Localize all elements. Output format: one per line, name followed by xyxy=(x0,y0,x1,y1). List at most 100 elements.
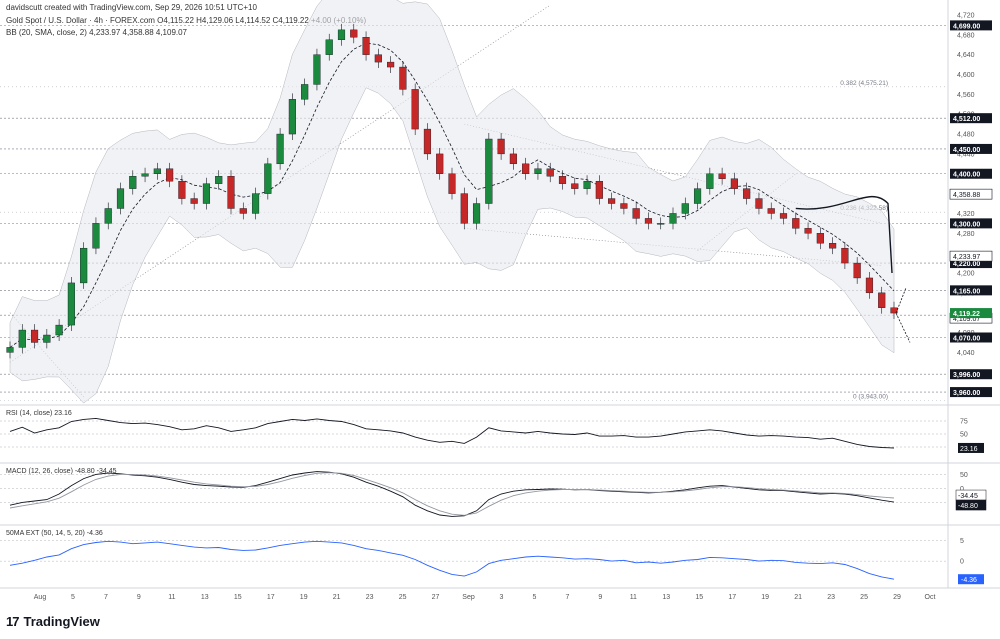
bb-value-tag: 4,358.88 xyxy=(953,192,980,199)
candle-body xyxy=(472,203,481,224)
candle-body xyxy=(337,29,346,40)
bollinger-band-fill xyxy=(9,0,895,404)
candle-body xyxy=(251,193,260,214)
candle-body xyxy=(829,243,837,249)
price-level-label-bg xyxy=(950,168,992,179)
fib-level-label: 0.382 (4,575.21) xyxy=(840,80,888,87)
candle-body xyxy=(657,223,665,225)
tradingview-mark-icon: 17 xyxy=(6,614,20,629)
projection-arrow-down xyxy=(895,312,911,343)
price-tick-label: 4,480 xyxy=(957,132,975,139)
chart-credit: davidscutt created with TradingView.com,… xyxy=(6,3,257,12)
price-tick-label: 4,600 xyxy=(957,72,975,79)
candle-body xyxy=(387,61,395,68)
tradingview-wordmark: TradingView xyxy=(23,614,100,629)
candle-body xyxy=(755,198,763,209)
x-tick-label: 3 xyxy=(500,594,504,601)
x-tick-label: 21 xyxy=(333,594,341,601)
candle-body xyxy=(436,153,444,174)
candle-body xyxy=(743,188,751,199)
price-level-label: 4,699.00 xyxy=(953,23,980,30)
x-tick-label: 17 xyxy=(267,594,275,601)
candle-body xyxy=(190,198,198,204)
price-level-label: 4,070.00 xyxy=(953,335,980,342)
price-tick-label: 4,720 xyxy=(957,12,975,19)
candle-body xyxy=(239,208,247,214)
macd-series-line xyxy=(9,471,895,517)
candle-body xyxy=(313,54,321,85)
candle-body xyxy=(522,163,530,174)
candle-body xyxy=(706,173,714,189)
projection-arrow-up xyxy=(895,287,907,314)
candle-body xyxy=(841,247,849,264)
candle-body xyxy=(779,213,788,219)
x-tick-label: 19 xyxy=(761,594,769,601)
x-tick-label: 27 xyxy=(432,594,440,601)
candle-body xyxy=(792,218,800,229)
price-level-label-bg xyxy=(950,369,992,380)
candle-body xyxy=(730,178,738,189)
fib-level-label: 0 (3,943.00) xyxy=(853,394,888,401)
candle-body xyxy=(43,334,51,343)
rsi-title: RSI (14, close) 23.16 xyxy=(6,410,72,417)
candle-body xyxy=(767,208,775,214)
candle-body xyxy=(411,89,419,130)
candle-body xyxy=(816,233,824,244)
bollinger-bands-legend: BB (20, SMA, close, 2) 4,233.97 4,358.88… xyxy=(6,28,188,37)
price-level-label: 4,220.00 xyxy=(953,261,980,268)
price-level-label-bg xyxy=(950,113,992,124)
bb-value-tag: 4,233.97 xyxy=(953,254,980,261)
candle-body xyxy=(804,228,812,234)
candle-body xyxy=(865,277,874,294)
ma-ext-tick-label: 0 xyxy=(960,559,964,566)
ma-ext-series-line xyxy=(9,540,895,580)
ma-ext-title: 50MA EXT (50, 14, 5, 20) -4.36 xyxy=(6,530,103,537)
candle-body xyxy=(178,180,186,199)
candle-body xyxy=(350,29,358,38)
candle-body xyxy=(166,168,174,182)
candle-body xyxy=(890,307,898,314)
price-tick-label: 4,680 xyxy=(957,32,975,39)
candle-body xyxy=(129,176,137,189)
candle-body xyxy=(80,247,88,284)
x-tick-label: 23 xyxy=(827,594,835,601)
candle-body xyxy=(141,173,149,177)
price-level-label: 4,400.00 xyxy=(953,172,980,179)
candle-body xyxy=(288,99,296,135)
bb-value-tag-bg xyxy=(949,188,993,200)
projection-arrow-path xyxy=(795,195,893,274)
candle-body xyxy=(30,329,39,343)
candle-body xyxy=(509,153,517,165)
candle-body xyxy=(681,203,689,214)
bb-value-tag: 4,109.07 xyxy=(953,316,980,323)
price-tick-label: 4,560 xyxy=(957,92,975,99)
x-tick-label: 11 xyxy=(630,594,637,601)
candle-body xyxy=(620,203,628,209)
channel-lower-line xyxy=(464,228,882,266)
candle-body xyxy=(878,292,886,308)
x-tick-label: 25 xyxy=(399,594,407,601)
candle-body xyxy=(423,128,432,155)
x-tick-label: 17 xyxy=(728,594,736,601)
x-tick-label: 11 xyxy=(168,594,175,601)
candle-body xyxy=(6,347,14,353)
x-tick-label: 29 xyxy=(893,594,901,601)
rsi-tick-label: 75 xyxy=(960,419,968,426)
rsi-value-tag: 23.16 xyxy=(960,446,978,453)
candle-body xyxy=(583,180,591,189)
candle-body xyxy=(546,168,554,177)
x-tick-label: 13 xyxy=(201,594,209,601)
x-tick-label: 5 xyxy=(71,594,75,601)
price-tick-label: 4,440 xyxy=(957,151,975,158)
candle-body xyxy=(608,198,616,204)
x-tick-label: 13 xyxy=(662,594,670,601)
candle-body xyxy=(153,168,161,174)
bb-value-tag-bg xyxy=(949,250,993,262)
ma-ext-value-tag-bg xyxy=(958,574,984,585)
candle-body xyxy=(227,176,235,209)
x-tick-label: 7 xyxy=(565,594,569,601)
macd-tick-label: 50 xyxy=(960,472,968,479)
x-tick-label: 25 xyxy=(860,594,868,601)
price-tick-label: 4,040 xyxy=(957,350,975,357)
